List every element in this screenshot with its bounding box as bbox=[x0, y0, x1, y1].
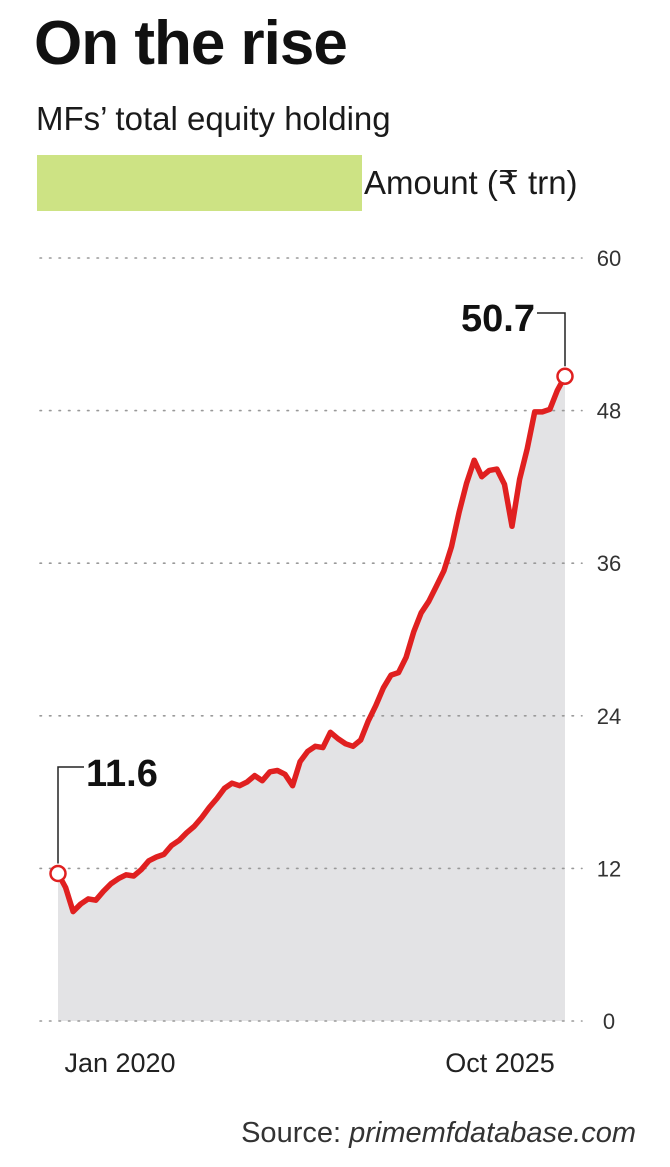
source-prefix: Source: bbox=[241, 1117, 350, 1149]
source-note: Source: primemfdatabase.com bbox=[241, 1117, 636, 1150]
end-value-label: 50.7 bbox=[461, 298, 535, 340]
chart-subtitle: MFs’ total equity holding bbox=[36, 100, 391, 137]
source-name: primemfdatabase.com bbox=[349, 1117, 636, 1149]
area-chart: 0 12 24 36 48 60 Jan 2020 Oct 2025 11.6 50.7 bbox=[39, 246, 621, 1078]
y-tick-label: 0 bbox=[603, 1009, 615, 1034]
end-marker bbox=[556, 367, 574, 386]
y-tick-label: 60 bbox=[597, 246, 621, 271]
start-value-label: 11.6 bbox=[86, 753, 158, 795]
legend-swatch bbox=[37, 155, 362, 211]
end-leader-line bbox=[537, 312, 566, 367]
series-line bbox=[55, 373, 568, 915]
x-tick-label: Jan 2020 bbox=[64, 1048, 175, 1078]
y-tick-label: 24 bbox=[597, 704, 621, 729]
y-tick-label: 48 bbox=[597, 399, 621, 424]
y-tick-label: 36 bbox=[597, 551, 621, 576]
start-leader-line bbox=[57, 766, 84, 864]
x-tick-label: Oct 2025 bbox=[445, 1048, 555, 1078]
legend-label: Amount (₹ trn) bbox=[364, 164, 578, 201]
area-fill bbox=[58, 376, 565, 1021]
chart-title: On the rise bbox=[34, 9, 348, 78]
start-marker bbox=[49, 864, 67, 883]
y-tick-label: 12 bbox=[597, 856, 621, 881]
